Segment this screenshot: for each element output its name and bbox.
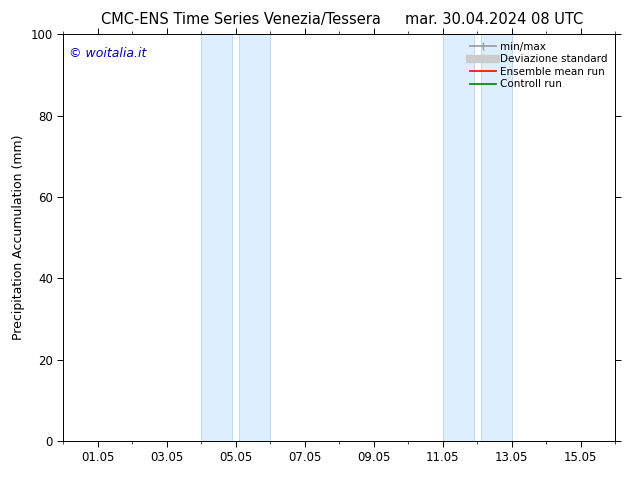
- Text: © woitalia.it: © woitalia.it: [69, 47, 146, 59]
- Text: mar. 30.04.2024 08 UTC: mar. 30.04.2024 08 UTC: [405, 12, 584, 27]
- Bar: [239, 34, 270, 441]
- Bar: [443, 34, 474, 441]
- Bar: [481, 34, 512, 441]
- Legend: min/max, Deviazione standard, Ensemble mean run, Controll run: min/max, Deviazione standard, Ensemble m…: [468, 40, 610, 92]
- Y-axis label: Precipitation Accumulation (mm): Precipitation Accumulation (mm): [12, 135, 25, 341]
- Text: CMC-ENS Time Series Venezia/Tessera: CMC-ENS Time Series Venezia/Tessera: [101, 12, 381, 27]
- Bar: [202, 34, 232, 441]
